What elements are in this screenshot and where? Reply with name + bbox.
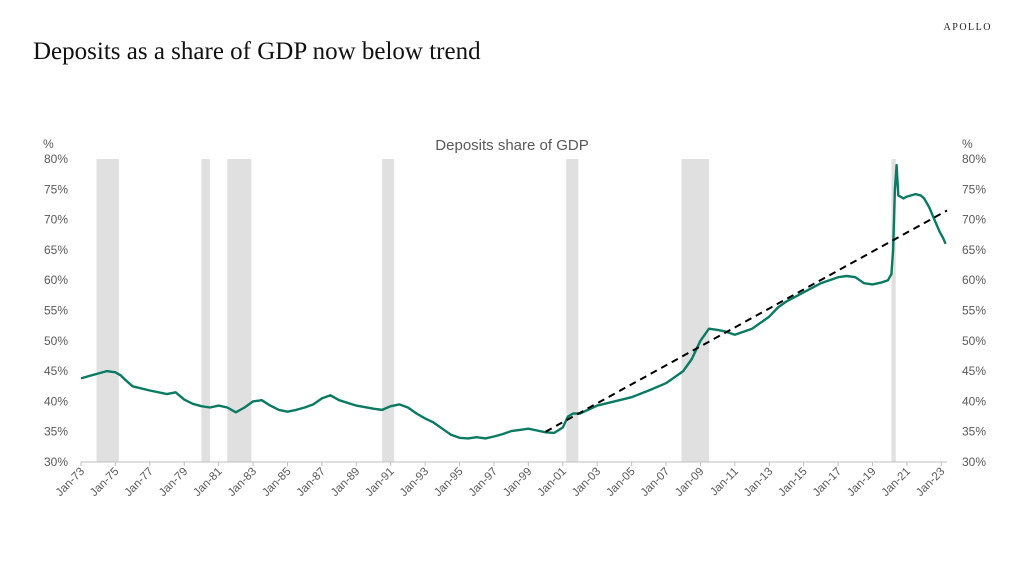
y-tick-label-left: 40% [44, 394, 68, 408]
deposits-series-line [80, 163, 947, 440]
y-tick-label-right: 65% [962, 243, 986, 257]
y-tick-label-left: 50% [44, 334, 68, 348]
y-tick-label-left: 80% [44, 152, 68, 166]
y-tick-label-right: 45% [962, 364, 986, 378]
y-tick-label-left: 55% [44, 304, 68, 318]
recession-band [96, 159, 119, 462]
x-tick-label: Jan-83 [226, 466, 259, 499]
y-axis-right: 30% 35% 40% 45% 50% 55% 60% 65% 70% 75% 80% [962, 152, 986, 469]
brand-logo: APOLLO [943, 22, 992, 33]
y-axis-unit-right: % [962, 137, 973, 151]
x-tick-label: Jan-99 [501, 466, 534, 499]
y-tick-label-right: 60% [962, 273, 986, 287]
x-tick-label: Jan-11 [708, 466, 741, 499]
y-tick-label-right: 55% [962, 304, 986, 318]
x-tick-label: Jan-23 [914, 466, 947, 499]
x-tick-label: Jan-85 [260, 466, 293, 499]
x-tick-label: Jan-01 [536, 466, 569, 499]
recession-band [566, 159, 579, 462]
recession-band [227, 159, 252, 462]
x-tick-label: Jan-17 [811, 466, 844, 499]
y-tick-label-left: 70% [44, 213, 68, 227]
x-tick-label: Jan-19 [845, 466, 878, 499]
x-tick-label: Jan-91 [363, 466, 396, 499]
recession-band [681, 159, 710, 462]
recession-band [891, 159, 896, 462]
trend-line [545, 209, 948, 433]
y-tick-label-right: 40% [962, 394, 986, 408]
y-tick-label-left: 45% [44, 364, 68, 378]
x-tick-label: Jan-15 [776, 466, 809, 499]
x-tick-label: Jan-07 [639, 466, 672, 499]
y-tick-label-left: 65% [44, 243, 68, 257]
y-tick-label-left: 75% [44, 182, 68, 196]
y-tick-label-right: 30% [962, 455, 986, 469]
x-tick-label: Jan-89 [329, 466, 362, 499]
x-tick-label: Jan-93 [398, 466, 431, 499]
x-axis: Jan-73 Jan-75 Jan-77 Jan-79 Jan-81 Jan-83 Jan-… [54, 462, 947, 499]
x-tick-label: Jan-21 [880, 466, 913, 499]
x-tick-label: Jan-81 [191, 466, 224, 499]
y-tick-label-right: 80% [962, 152, 986, 166]
x-tick-label: Jan-03 [570, 466, 603, 499]
chart-title: Deposits share of GDP [435, 137, 588, 154]
recession-bands [96, 159, 896, 462]
y-tick-label-left: 30% [44, 455, 68, 469]
x-tick-label: Jan-05 [604, 466, 637, 499]
y-tick-label-left: 35% [44, 425, 68, 439]
x-tick-label: Jan-09 [673, 466, 706, 499]
x-tick-label: Jan-13 [742, 466, 775, 499]
y-tick-label-right: 50% [962, 334, 986, 348]
x-tick-label: Jan-77 [123, 466, 156, 499]
x-tick-label: Jan-95 [432, 466, 465, 499]
x-tick-label: Jan-87 [295, 466, 328, 499]
y-tick-label-right: 75% [962, 182, 986, 196]
recession-band [201, 159, 211, 462]
y-axis-left: 30% 35% 40% 45% 50% 55% 60% 65% 70% 75% 80% [44, 152, 68, 469]
y-tick-label-left: 60% [44, 273, 68, 287]
x-tick-label: Jan-75 [88, 466, 121, 499]
y-axis-unit-left: % [43, 137, 54, 151]
x-tick-label: Jan-79 [157, 466, 190, 499]
recession-band [382, 159, 395, 462]
x-tick-label: Jan-97 [467, 466, 500, 499]
y-tick-label-right: 70% [962, 213, 986, 227]
x-tick-label: Jan-73 [54, 466, 87, 499]
page-title: Deposits as a share of GDP now below tre… [33, 38, 481, 65]
y-tick-label-right: 35% [962, 425, 986, 439]
chart-series [80, 163, 948, 440]
